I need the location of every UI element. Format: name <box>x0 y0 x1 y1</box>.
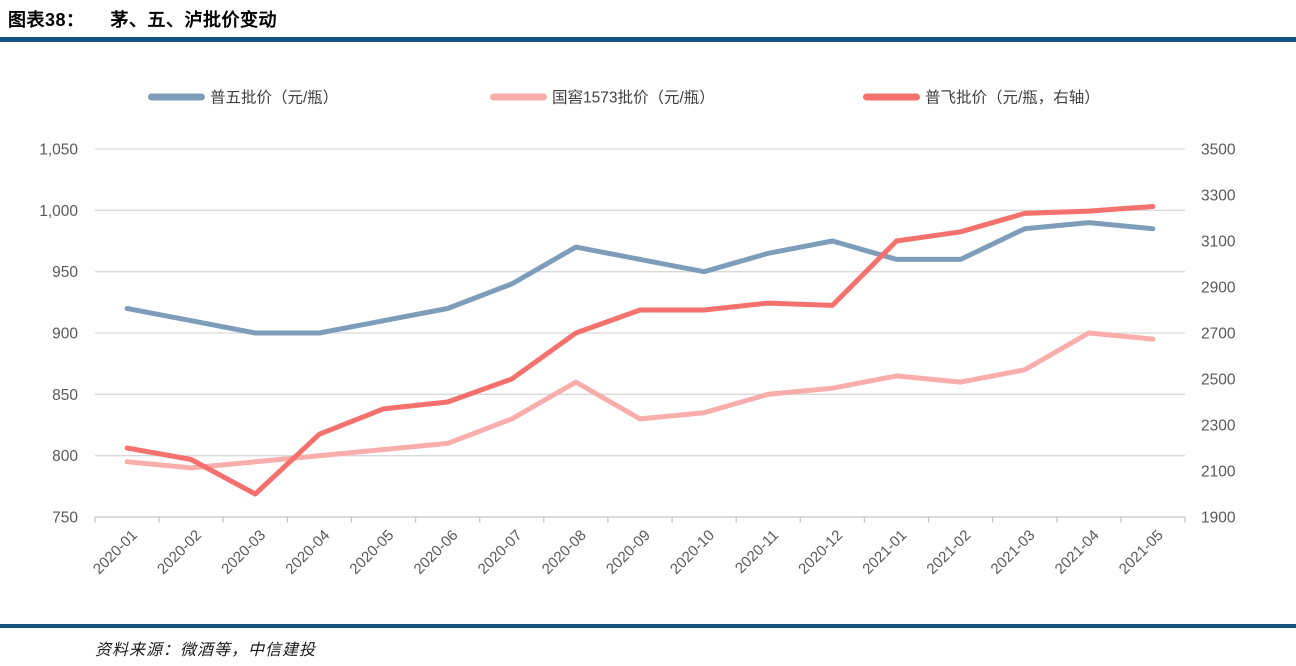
left-axis-tick-label: 950 <box>52 264 78 281</box>
left-axis-tick-label: 1,050 <box>39 142 78 159</box>
x-axis-labels: 2020-01 2020-02 2020-03 2020-04 2020-05 2020-… <box>90 527 1167 578</box>
right-axis-tick-label: 2700 <box>1201 326 1236 343</box>
x-axis-tick-label: 2020-03 <box>218 527 269 578</box>
legend-label-1: 国窖1573批价（元/瓶） <box>552 89 715 107</box>
right-axis-tick-label: 2300 <box>1201 418 1236 435</box>
figure-title: 茅、五、泸批价变动 <box>110 10 278 30</box>
legend-label-2: 普飞批价（元/瓶，右轴） <box>925 89 1100 107</box>
legend-label-0: 普五批价（元/瓶） <box>210 89 338 107</box>
series-line-2 <box>124 204 1156 497</box>
x-axis-tick-label: 2020-07 <box>475 527 526 578</box>
x-axis-tick-label: 2021-05 <box>1116 527 1167 578</box>
x-axis-tick-label: 2021-03 <box>988 527 1039 578</box>
x-axis-tick-label: 2020-10 <box>667 527 718 578</box>
figure-label: 图表38： <box>8 10 85 30</box>
right-axis-tick-label: 2100 <box>1201 464 1236 481</box>
left-axis-tick-label: 900 <box>52 326 78 343</box>
x-axis-tick-label: 2020-06 <box>411 527 462 578</box>
price-chart: 普五批价（元/瓶） 国窖1573批价（元/瓶） 普飞批价（元/瓶，右轴）1,0501… <box>39 89 1236 578</box>
x-axis-tick-label: 2021-02 <box>923 527 974 578</box>
left-axis-tick-label: 800 <box>52 448 78 465</box>
left-axis-tick-label: 850 <box>52 387 78 404</box>
left-axis-labels: 1,050 1,000 950 900 850 800 750 <box>39 142 78 527</box>
bottom-divider-rule <box>0 624 1296 628</box>
x-axis-tick-label: 2021-01 <box>859 527 910 578</box>
x-axis-tick-label: 2020-05 <box>346 527 397 578</box>
x-axis-tick-label: 2020-09 <box>603 527 654 578</box>
series-lines <box>124 204 1156 497</box>
right-axis-tick-label: 1900 <box>1201 510 1236 527</box>
series-line-0 <box>124 220 1156 336</box>
x-axis-tick-label: 2020-02 <box>154 527 205 578</box>
left-axis-tick-label: 1,000 <box>39 203 78 220</box>
series-line-1 <box>124 330 1156 471</box>
right-axis-tick-label: 3300 <box>1201 188 1236 205</box>
left-axis-tick-label: 750 <box>52 510 78 527</box>
right-axis-tick-label: 2900 <box>1201 280 1236 297</box>
right-axis-tick-label: 2500 <box>1201 372 1236 389</box>
chart-legend: 普五批价（元/瓶） 国窖1573批价（元/瓶） 普飞批价（元/瓶，右轴） <box>148 89 1100 107</box>
x-axis-tick-label: 2021-04 <box>1052 527 1103 578</box>
gridlines <box>95 148 1185 457</box>
legend-marker-2 <box>863 93 920 101</box>
legend-marker-0 <box>148 93 205 101</box>
top-divider-rule <box>0 37 1296 42</box>
x-axis-tick-label: 2020-11 <box>732 527 782 577</box>
x-axis-tick-label: 2020-01 <box>90 527 141 578</box>
right-axis-tick-label: 3500 <box>1201 142 1236 159</box>
x-axis <box>94 516 1186 523</box>
x-axis-tick-label: 2020-04 <box>282 527 333 578</box>
right-axis-tick-label: 3100 <box>1201 234 1236 251</box>
legend-marker-1 <box>490 93 547 101</box>
x-axis-tick-label: 2020-08 <box>539 527 590 578</box>
figure-title-row: 图表38： 茅、五、泸批价变动 <box>8 6 277 32</box>
source-note: 资料来源：微酒等，中信建投 <box>95 642 317 659</box>
x-axis-tick-label: 2020-12 <box>795 527 846 578</box>
right-axis-labels: 3500 3300 3100 2900 2700 2500 2300 2100 1900 <box>1201 142 1236 527</box>
